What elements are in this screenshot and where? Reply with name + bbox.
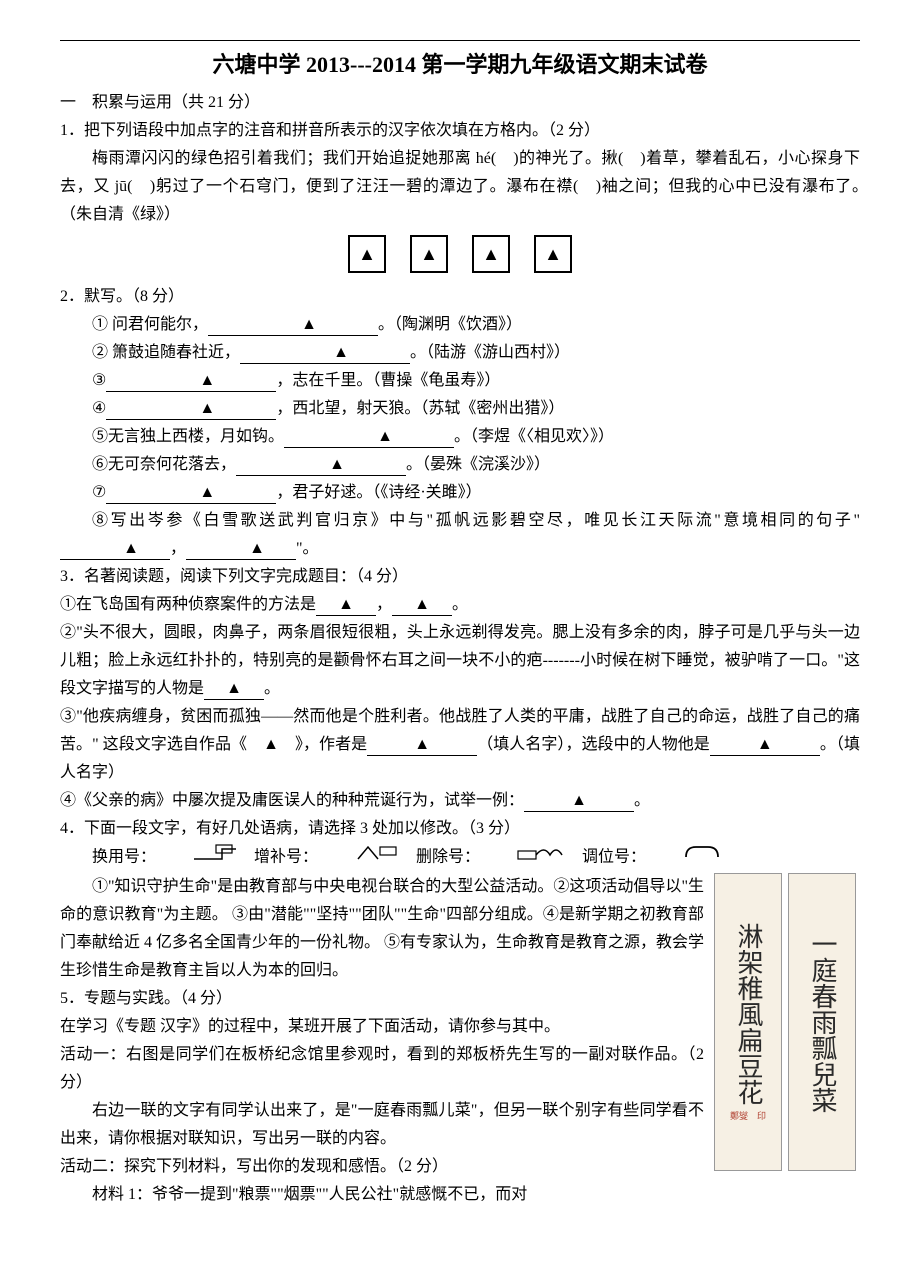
delete-mark-icon bbox=[484, 843, 566, 873]
q1-passage: 梅雨潭闪闪的绿色招引着我们；我们开始追捉她那离 hé( )的神光了。揪( )着草… bbox=[60, 145, 860, 229]
q4-head: 4．下面一段文字，有好几处语病，请选择 3 处加以修改。（3 分） bbox=[60, 815, 860, 843]
q5-act1: 活动一：右图是同学们在板桥纪念馆里参观时，看到的郑板桥先生写的一副对联作品。（2… bbox=[60, 1041, 704, 1097]
blank[interactable]: ▲ bbox=[208, 317, 378, 336]
blank[interactable]: ▲ bbox=[106, 373, 276, 392]
q2-item-8: ⑧写出岑参《白雪歌送武判官归京》中与"孤帆远影碧空尽，唯见长江天际流"意境相同的… bbox=[60, 507, 860, 563]
q3-item-4: ④《父亲的病》中屡次提及庸医误人的种种荒诞行为，试举一例：▲。 bbox=[60, 787, 860, 815]
q5-p1: 在学习《专题 汉字》的过程中，某班开展了下面活动，请你参与其中。 bbox=[60, 1013, 704, 1041]
q5-p3: 材料 1：爷爷一提到"粮票""烟票""人民公社"就感慨不已，而对 bbox=[60, 1181, 704, 1209]
blank[interactable]: ▲ bbox=[710, 737, 820, 756]
blank[interactable]: ▲ bbox=[106, 401, 276, 420]
q5-act2: 活动二：探究下列材料，写出你的发现和感悟。（2 分） bbox=[60, 1153, 704, 1181]
answer-box-1[interactable]: ▲ bbox=[348, 235, 386, 273]
couplet-left-scroll: 淋架稚風扁豆花 鄭燮 印 bbox=[714, 873, 782, 1171]
q3-item-2: ②"头不很大，圆眼，肉鼻子，两条眉很短很粗，头上永远剃得发亮。腮上没有多余的肉，… bbox=[60, 619, 860, 703]
q2-item-7: ⑦▲，君子好逑。（《诗经·关雎》） bbox=[60, 479, 860, 507]
answer-box-2[interactable]: ▲ bbox=[410, 235, 448, 273]
q3-item-1: ①在飞岛国有两种侦察案件的方法是▲，▲。 bbox=[60, 591, 860, 619]
blank[interactable]: ▲ bbox=[204, 681, 264, 700]
blank[interactable]: ▲ bbox=[106, 485, 276, 504]
insert-mark-icon bbox=[322, 843, 400, 873]
blank[interactable]: ▲ bbox=[240, 345, 410, 364]
section-1-head: 一 积累与运用（共 21 分） bbox=[60, 89, 860, 117]
seal-icon: 鄭燮 印 bbox=[730, 1111, 766, 1121]
answer-box-4[interactable]: ▲ bbox=[534, 235, 572, 273]
q2-item-2: ② 箫鼓追随春社近，▲。（陆游《游山西村》） bbox=[60, 339, 860, 367]
proof-symbols-row: 换用号： 增补号： 删除号： 调位号： bbox=[60, 843, 860, 873]
blank[interactable]: ▲ bbox=[524, 793, 634, 812]
page-title: 六塘中学 2013---2014 第一学期九年级语文期末试卷 bbox=[60, 47, 860, 79]
q3-head: 3．名著阅读题，阅读下列文字完成题目：（4 分） bbox=[60, 563, 860, 591]
answer-boxes: ▲ ▲ ▲ ▲ bbox=[60, 235, 860, 273]
replace-mark-icon bbox=[160, 843, 238, 873]
couplet-right-scroll: 一庭春雨瓢兒菜 bbox=[788, 873, 856, 1171]
transpose-mark-icon bbox=[650, 843, 722, 873]
q5-head: 5．专题与实践。（4 分） bbox=[60, 985, 704, 1013]
top-rule bbox=[60, 40, 860, 41]
blank[interactable]: ▲ bbox=[367, 737, 477, 756]
blank[interactable]: ▲ bbox=[284, 429, 454, 448]
blank[interactable]: ▲ bbox=[186, 541, 296, 560]
q5-p2: 右边一联的文字有同学认出来了，是"一庭春雨瓢儿菜"，但另一联个别字有些同学看不出… bbox=[60, 1097, 704, 1153]
blank[interactable]: ▲ bbox=[316, 597, 376, 616]
q3-item-3: ③"他疾病缠身，贫困而孤独——然而他是个胜利者。他战胜了人类的平庸，战胜了自己的… bbox=[60, 703, 860, 787]
q2-item-3: ③▲，志在千里。（曹操《龟虽寿》） bbox=[60, 367, 860, 395]
q2-item-4: ④▲，西北望，射天狼。（苏轼《密州出猎》） bbox=[60, 395, 860, 423]
q2-head: 2．默写。（8 分） bbox=[60, 283, 860, 311]
couplet-image: 淋架稚風扁豆花 鄭燮 印 一庭春雨瓢兒菜 bbox=[714, 873, 860, 1171]
blank[interactable]: ▲ bbox=[236, 457, 406, 476]
q2-item-5: ⑤无言独上西楼，月如钩。▲。（李煜《〈相见欢〉》） bbox=[60, 423, 860, 451]
blank[interactable]: ▲ bbox=[60, 541, 170, 560]
q2-item-1: ① 问君何能尔，▲。（陶渊明《饮酒》） bbox=[60, 311, 860, 339]
q2-item-6: ⑥无可奈何花落去，▲。（晏殊《浣溪沙》） bbox=[60, 451, 860, 479]
blank[interactable]: ▲ bbox=[392, 597, 452, 616]
answer-box-3[interactable]: ▲ bbox=[472, 235, 510, 273]
q1-head: 1．把下列语段中加点字的注音和拼音所表示的汉字依次填在方格内。（2 分） bbox=[60, 117, 860, 145]
q4-body: ①"知识守护生命"是由教育部与中央电视台联合的大型公益活动。②这项活动倡导以"生… bbox=[60, 873, 704, 985]
